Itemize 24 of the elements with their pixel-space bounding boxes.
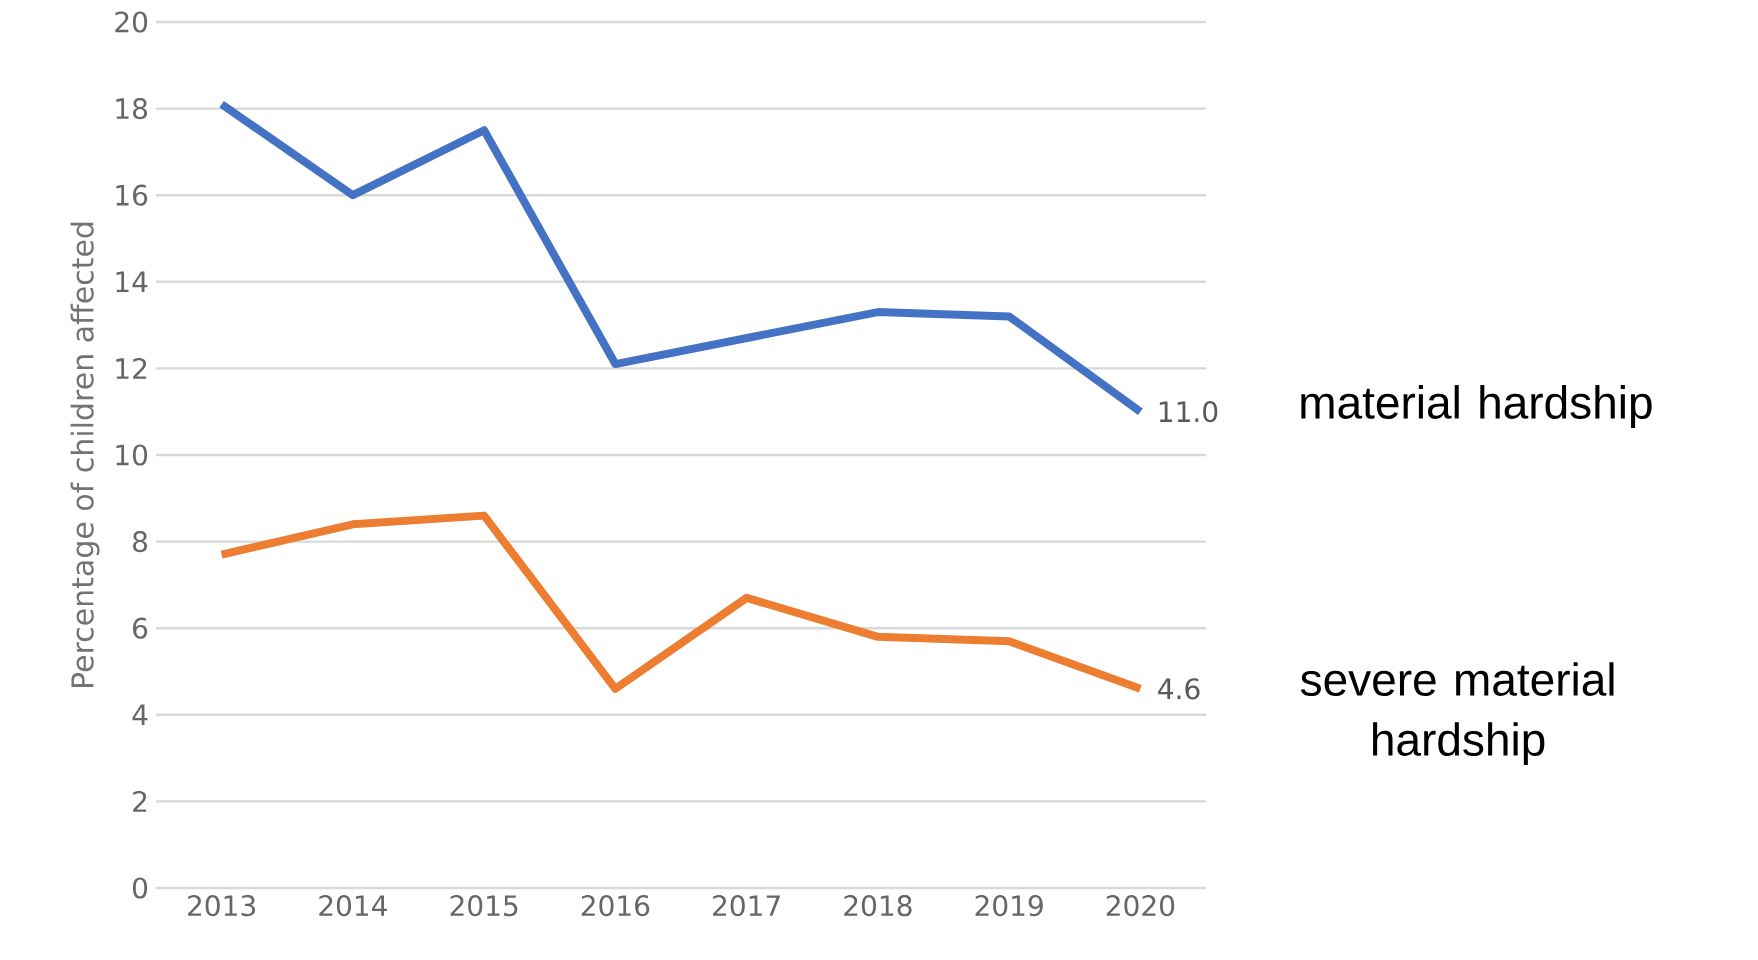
y-tick-label: 8 <box>133 531 148 553</box>
y-axis-title: Percentage of children affected <box>70 222 100 688</box>
x-tick-label: 2019 <box>975 895 1043 917</box>
x-tick-label: 2016 <box>581 895 650 917</box>
y-tick-label: 10 <box>116 444 148 466</box>
y-tick-label: 12 <box>116 357 147 379</box>
x-tick-label: 2018 <box>844 895 912 917</box>
text: material hardship <box>1301 385 1652 428</box>
y-tick-label: 0 <box>132 877 148 899</box>
y-tick-label: 14 <box>116 271 148 292</box>
data-label: 11.0 <box>1159 401 1218 423</box>
x-tick-label: 2013 <box>188 895 256 917</box>
y-tick-label: 18 <box>116 97 148 120</box>
data-label: 4.6 <box>1158 678 1200 700</box>
y-tick-label: 2 <box>133 790 147 812</box>
x-tick-label: 2020 <box>1106 895 1175 917</box>
y-tick-label: 16 <box>116 184 148 206</box>
x-tick-label: 2014 <box>319 895 387 917</box>
x-tick-label: 2017 <box>713 895 780 917</box>
y-tick-label: 20 <box>115 11 148 33</box>
y-tick-label: 4 <box>132 704 148 726</box>
y-tick-label: 6 <box>133 617 148 639</box>
x-tick-label: 2015 <box>450 895 518 917</box>
text: severe material hardship <box>1300 662 1614 766</box>
